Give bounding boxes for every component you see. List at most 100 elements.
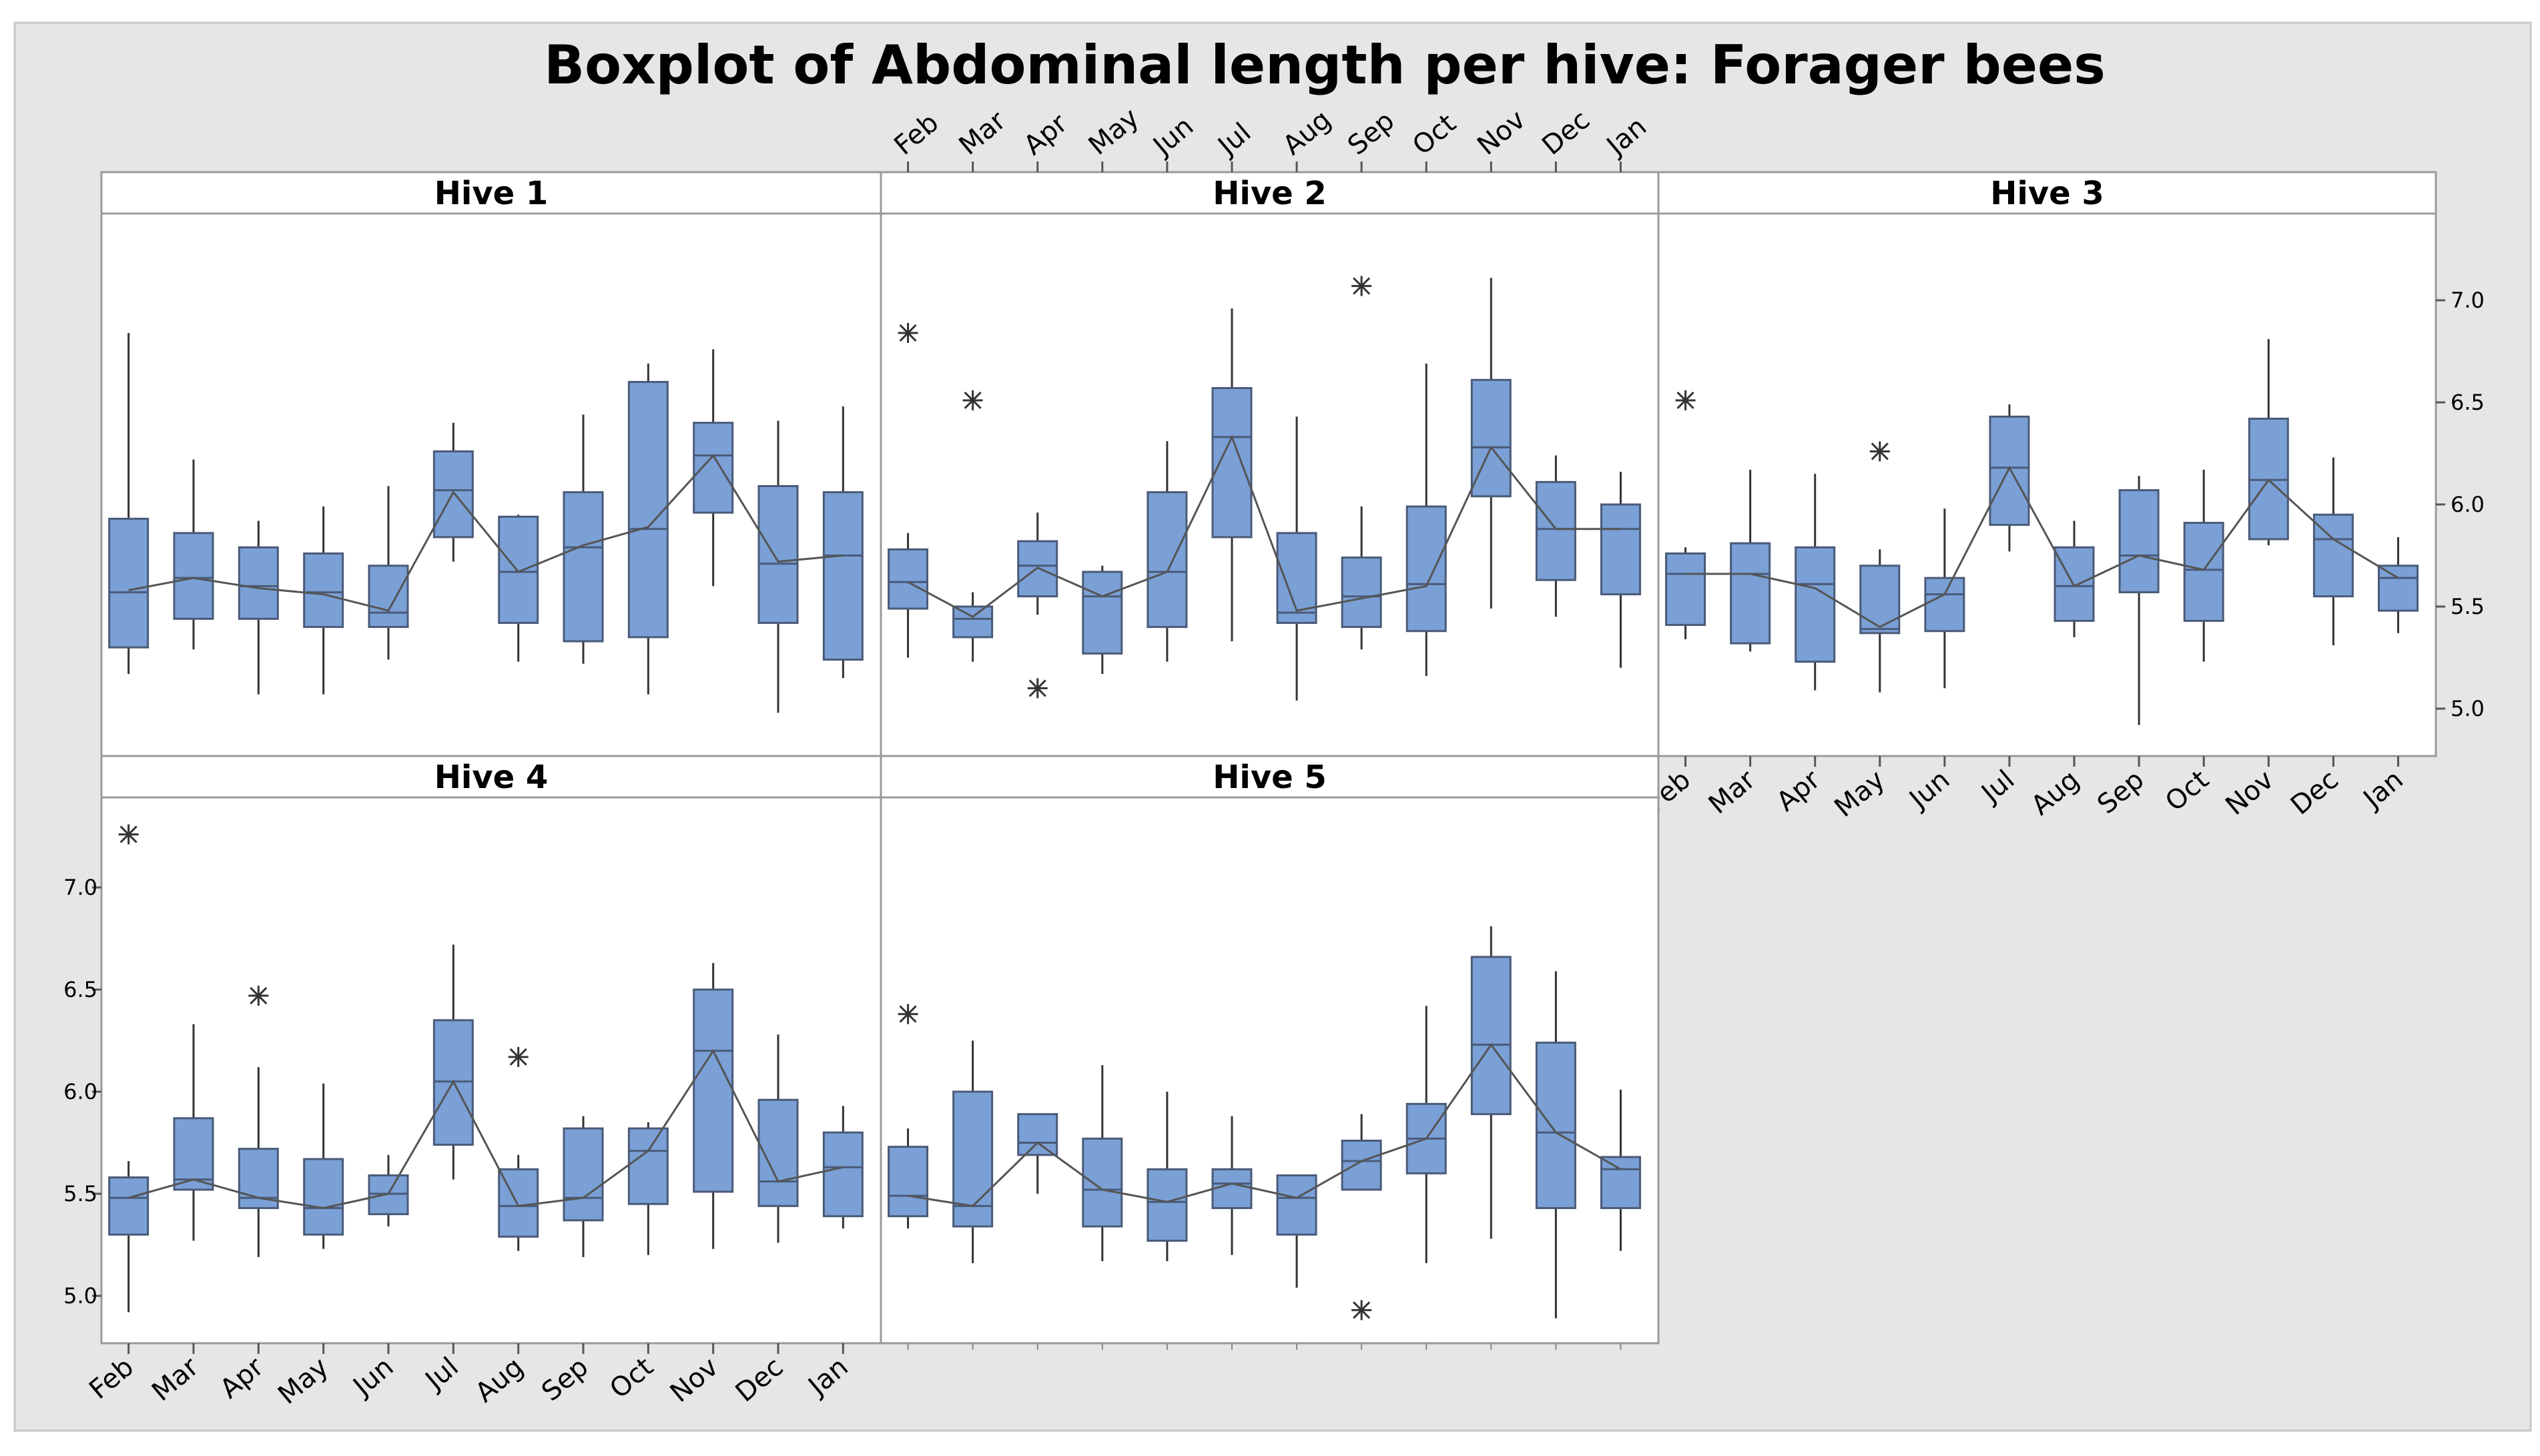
box-feb	[888, 1004, 929, 1229]
box-jun	[1147, 441, 1188, 662]
y-tick-label: 5.5	[63, 1181, 97, 1206]
box-dec	[757, 420, 799, 713]
box-iqr	[822, 1131, 864, 1218]
y-tick-label: 5.0	[63, 1283, 97, 1309]
box-mar	[173, 1024, 214, 1241]
box-may	[1082, 565, 1123, 674]
box-jun	[368, 486, 409, 660]
box-iqr	[822, 491, 864, 661]
box-oct	[1405, 363, 1447, 677]
box-iqr	[1211, 387, 1253, 538]
box-sep	[563, 1116, 604, 1257]
outlier-marker	[1675, 390, 1696, 410]
panel-frame	[880, 171, 1660, 757]
box-iqr	[108, 517, 149, 649]
outlier-marker	[898, 1004, 918, 1024]
mean-connect-line	[908, 1043, 1622, 1207]
outlier-marker	[898, 322, 918, 343]
box-apr	[238, 520, 279, 695]
box-aug	[1276, 1174, 1317, 1288]
box-sep	[1341, 276, 1382, 650]
outlier-marker	[248, 986, 269, 1006]
box-nov	[1470, 926, 1512, 1239]
box-iqr	[173, 1117, 214, 1191]
box-iqr	[498, 515, 539, 624]
y-tick-label: 5.0	[2451, 696, 2485, 721]
box-iqr	[1147, 1168, 1188, 1242]
box-dec	[757, 1034, 799, 1243]
box-iqr	[1341, 1139, 1382, 1191]
mean-connect-line	[128, 454, 844, 612]
y-tick-label: 6.5	[63, 977, 97, 1002]
box-iqr	[2118, 489, 2160, 594]
panel-frame	[100, 755, 882, 1345]
panel-title: Hive 1	[434, 175, 549, 212]
box-sep	[1341, 1114, 1382, 1321]
box-iqr	[2183, 522, 2224, 622]
panel-frame	[100, 171, 882, 757]
outlier-marker	[508, 1046, 529, 1067]
box-iqr	[368, 565, 409, 629]
box-may	[1859, 441, 1901, 693]
box-iqr	[1017, 1113, 1058, 1156]
box-apr	[1795, 474, 1836, 691]
box-sep	[563, 414, 604, 664]
box-may	[1082, 1065, 1123, 1261]
box-jan	[1600, 1089, 1641, 1251]
box-iqr	[1341, 557, 1382, 629]
box-iqr	[1600, 503, 1641, 596]
box-iqr	[173, 532, 214, 620]
box-iqr	[1211, 1168, 1253, 1209]
box-iqr	[1600, 1156, 1641, 1209]
box-jan	[822, 406, 864, 679]
box-mar	[1730, 469, 1771, 652]
box-iqr	[888, 548, 929, 610]
outlier-marker	[1351, 1300, 1372, 1321]
box-dec	[1535, 455, 1576, 617]
box-iqr	[1535, 1042, 1576, 1209]
box-oct	[627, 363, 669, 695]
panel-title: Hive 4	[434, 759, 549, 796]
outlier-marker	[1869, 441, 1890, 462]
outlier-marker	[118, 824, 139, 845]
box-iqr	[2377, 565, 2419, 612]
box-iqr	[1147, 491, 1188, 629]
box-iqr	[627, 380, 669, 639]
box-iqr	[757, 484, 799, 624]
panel-frame	[1657, 171, 2437, 757]
box-may	[303, 1083, 344, 1249]
box-iqr	[1730, 542, 1771, 645]
box-iqr	[1795, 546, 1836, 663]
box-iqr	[952, 605, 994, 639]
box-jul	[1211, 1116, 1253, 1255]
box-iqr	[1924, 577, 1965, 633]
box-iqr	[888, 1146, 929, 1218]
chart-title: Boxplot of Abdominal length per hive: Fo…	[544, 34, 2106, 96]
box-iqr	[757, 1098, 799, 1207]
box-aug	[498, 514, 539, 662]
box-iqr	[1082, 571, 1123, 655]
outlier-marker	[962, 390, 983, 410]
box-nov	[693, 349, 734, 587]
box-oct	[627, 1122, 669, 1255]
box-nov	[693, 963, 734, 1249]
box-iqr	[563, 491, 604, 643]
box-jun	[1924, 508, 1965, 689]
box-may	[303, 506, 344, 695]
box-iqr	[1470, 956, 1512, 1116]
y-tick-label: 7.0	[63, 875, 97, 900]
panel-title: Hive 3	[1990, 175, 2104, 212]
box-iqr	[627, 1127, 669, 1205]
panel-title: Hive 2	[1213, 175, 1327, 212]
box-feb	[1665, 390, 1706, 639]
box-mar	[173, 459, 214, 650]
box-iqr	[108, 1176, 149, 1236]
box-jun	[1147, 1092, 1188, 1261]
y-tick-label: 6.5	[2451, 390, 2485, 415]
box-iqr	[693, 988, 734, 1193]
mean-connect-line	[1685, 465, 2399, 629]
y-tick-label: 5.5	[2451, 594, 2485, 619]
